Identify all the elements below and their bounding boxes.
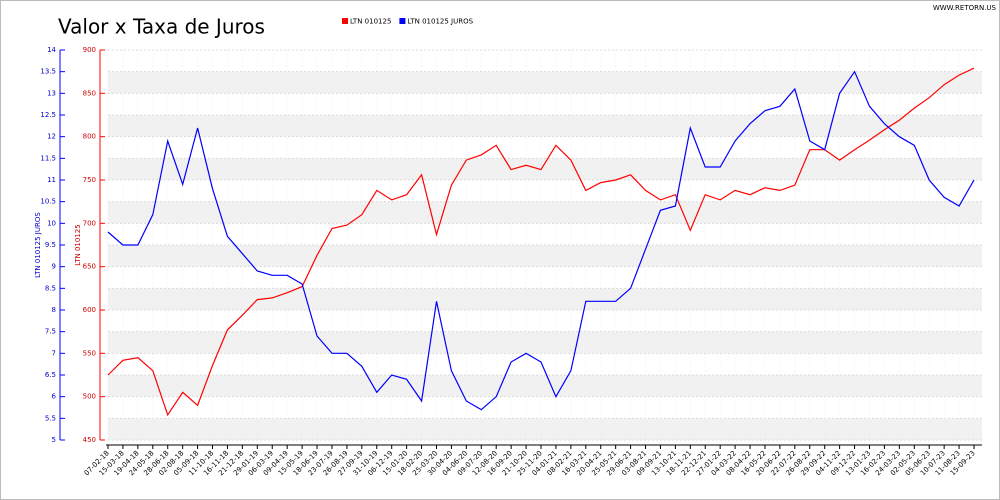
y-tick-label: 13.5 [40,68,56,76]
y2-tick-label: 550 [83,349,96,357]
watermark: WWW.RETORN.US [933,4,997,12]
legend-swatch [399,18,406,24]
grid-band [108,331,982,354]
series-line [107,67,975,417]
legend-label: LTN 010125 [350,18,391,26]
grid-band [108,115,982,137]
y-tick-label: 5.5 [45,414,56,422]
y2-tick-label: 500 [83,393,96,401]
y-tick-label: 9.5 [45,241,56,249]
grid-band [108,288,982,310]
y-tick-label: 6.5 [45,371,56,379]
grid-band [108,158,982,180]
y-axis-title: LTN 010125 JUROS [34,212,42,278]
y2-axis-title: LTN 010125 [74,224,82,265]
y2-tick-label: 750 [83,176,96,184]
grid-band [108,375,982,397]
grid-band [108,245,982,267]
y-tick-label: 14 [47,46,56,54]
legend-label: LTN 010125 JUROS [407,18,473,26]
y2-tick-label: 850 [83,89,96,97]
y2-tick-label: 450 [83,436,96,444]
y-tick-label: 9 [52,263,56,271]
y-tick-label: 11 [47,176,56,184]
y2-tick-label: 650 [83,263,96,271]
grid-band [108,418,982,440]
y-tick-label: 10.5 [40,198,56,206]
legend-swatch [342,18,348,24]
grid-band [108,71,982,94]
chart-title: Valor x Taxa de Juros [58,15,265,39]
y-tick-label: 8.5 [45,284,56,292]
y2-tick-label: 900 [83,46,96,54]
legend: LTN 010125 LTN 010125 JUROS [342,18,474,26]
y-tick-label: 7.5 [45,328,56,336]
y-tick-label: 11.5 [40,154,56,162]
y-tick-label: 8 [52,306,56,314]
y2-tick-label: 600 [83,306,96,314]
y-tick-label: 7 [52,349,56,357]
y2-tick-label: 800 [83,133,96,141]
y-tick-label: 6 [52,393,57,401]
grid-band [108,201,982,224]
series-line [107,70,975,411]
y-tick-label: 13 [47,89,56,97]
y-tick-label: 10 [47,219,56,227]
y2-tick-label: 700 [83,219,96,227]
y-tick-label: 12.5 [40,111,56,119]
y-tick-label: 5 [52,436,56,444]
y-tick-label: 12 [47,133,56,141]
